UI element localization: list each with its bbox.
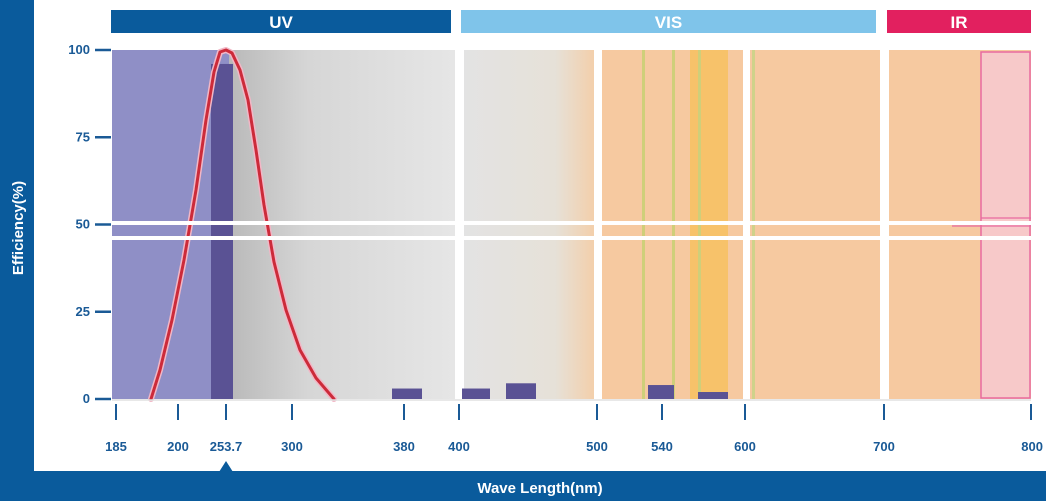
y-tick-label-100: 100 — [68, 42, 90, 57]
x-axis-label: Wave Length(nm) — [477, 480, 602, 497]
x-tick-label-200: 200 — [167, 439, 189, 454]
gridline-50 — [108, 221, 1031, 225]
y-tick-label-50: 50 — [76, 217, 90, 232]
x-tick-label-400: 400 — [448, 439, 470, 454]
bar-series — [211, 63, 728, 400]
x-tick-label-700: 700 — [873, 439, 895, 454]
x-tick-label-540: 540 — [651, 439, 673, 454]
band-vis — [461, 10, 876, 33]
bar-1 — [392, 388, 422, 399]
y-axis-label: Efficiency(%) — [10, 181, 27, 275]
bar-5 — [698, 392, 728, 399]
y-axis-bar — [0, 0, 34, 501]
x-tick-label-300: 300 — [281, 439, 303, 454]
band-label-vis: VIS — [655, 13, 682, 32]
x-tick-label-500: 500 — [586, 439, 608, 454]
bar-2 — [462, 388, 490, 399]
x-tick-label-600: 600 — [734, 439, 756, 454]
tick-labels: 0 25 50 75 100 185 200 253.7 300 380 400 500 540 600 7… — [68, 42, 1043, 454]
x-tick-label-185: 185 — [105, 439, 127, 454]
grid — [108, 217, 1031, 401]
x-tick-label-380: 380 — [393, 439, 415, 454]
x-tick-label-253.7: 253.7 — [210, 439, 243, 454]
x-axis-bar — [0, 471, 1046, 501]
band-uv — [111, 10, 451, 33]
x-tick-label-800: 800 — [1021, 439, 1043, 454]
band-header: UV VIS IR — [111, 10, 1031, 33]
curve-line — [149, 48, 336, 401]
bar-3 — [506, 383, 536, 399]
band-ir — [887, 10, 1031, 33]
band-label-uv: UV — [269, 13, 293, 32]
y-tick-label-0: 0 — [83, 391, 90, 406]
bar-0 — [211, 63, 233, 400]
y-tick-label-75: 75 — [76, 129, 90, 144]
band-label-ir: IR — [951, 13, 968, 32]
curve-series — [148, 47, 337, 402]
y-tick-label-25: 25 — [76, 304, 90, 319]
bar-4 — [648, 385, 674, 399]
gridline-46 — [108, 236, 1031, 240]
highlight-marker — [219, 461, 233, 472]
